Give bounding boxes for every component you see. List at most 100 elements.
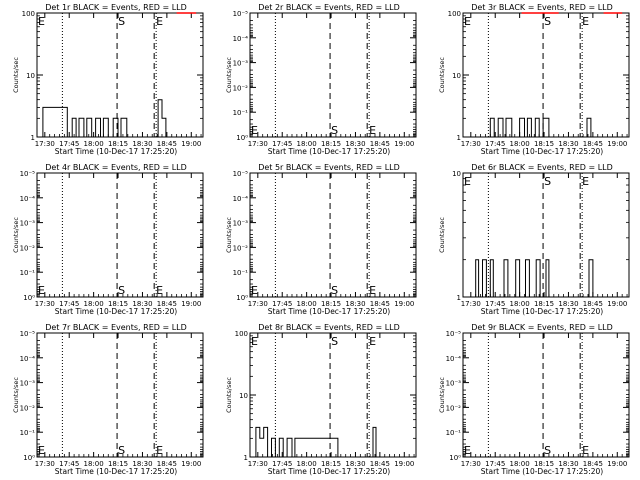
panel-title: Det 2r BLACK = Events, RED = LLD: [258, 3, 400, 12]
x-tick-label: 18:00: [84, 140, 104, 148]
x-tick-label: 18:30: [345, 460, 365, 468]
y-tick-label: 1: [31, 134, 35, 142]
detector-panel-3: Det 3r BLACK = Events, RED = LLD Counts/s…: [438, 3, 630, 156]
marker-label-e-left: E: [464, 175, 471, 188]
y-axis-label: Counts/sec: [438, 377, 446, 413]
y-axis-label: Counts/sec: [12, 377, 20, 413]
x-tick-label: 17:30: [248, 140, 268, 148]
x-tick-label: 17:45: [272, 140, 292, 148]
x-tick-label: 18:00: [510, 300, 530, 308]
detector-panel-9: Det 9r BLACK = Events, RED = LLD Counts/s…: [438, 323, 630, 476]
marker-label-e-right: E: [156, 444, 163, 457]
y-tick-label: 10⁻¹: [233, 269, 249, 277]
marker-label-e-right: E: [369, 284, 376, 297]
x-tick-label: 17:45: [485, 460, 505, 468]
x-tick-label: 18:15: [534, 460, 554, 468]
marker-label-s: S: [544, 15, 551, 28]
x-tick-label: 17:30: [248, 300, 268, 308]
y-tick-label: 10⁻⁴: [20, 195, 36, 203]
panel-title: Det 6r BLACK = Events, RED = LLD: [471, 163, 613, 172]
panel-title: Det 3r BLACK = Events, RED = LLD: [471, 3, 613, 12]
y-axis-label: Counts/sec: [225, 217, 233, 253]
y-tick-label: 10⁻³: [233, 220, 249, 228]
x-tick-label: 19:00: [607, 300, 627, 308]
x-tick-label: 18:45: [157, 300, 177, 308]
plot-frame: [36, 332, 204, 458]
x-axis-label: Start Time (10-Dec-17 17:25:20): [268, 467, 390, 476]
y-tick-label: 1: [457, 294, 461, 302]
x-tick-label: 17:30: [461, 300, 481, 308]
x-tick-label: 17:45: [59, 460, 79, 468]
detector-panel-1: Det 1r BLACK = Events, RED = LLD Counts/s…: [12, 3, 204, 156]
marker-label-e-right: E: [582, 15, 589, 28]
marker-label-e-right: E: [369, 124, 376, 137]
detector-panel-8: Det 8r BLACK = Events, RED = LLD Counts/s…: [225, 323, 417, 476]
x-tick-label: 17:45: [272, 300, 292, 308]
x-tick-label: 17:30: [461, 140, 481, 148]
x-axis-label: Start Time (10-Dec-17 17:25:20): [268, 307, 390, 316]
x-tick-label: 19:00: [181, 140, 201, 148]
x-axis-label: Start Time (10-Dec-17 17:25:20): [55, 467, 177, 476]
x-tick-label: 17:45: [485, 300, 505, 308]
x-axis-label: Start Time (10-Dec-17 17:25:20): [55, 307, 177, 316]
x-axis-label: Start Time (10-Dec-17 17:25:20): [481, 307, 603, 316]
x-tick-label: 19:00: [607, 140, 627, 148]
x-tick-label: 18:30: [558, 300, 578, 308]
marker-label-e-right: E: [582, 175, 589, 188]
marker-label-e-left: E: [38, 444, 45, 457]
x-tick-label: 18:45: [370, 140, 390, 148]
y-tick-label: 10⁻⁵: [20, 170, 36, 178]
marker-label-s: S: [118, 444, 125, 457]
x-tick-label: 19:00: [181, 460, 201, 468]
plot-frame: [36, 172, 204, 298]
y-tick-label: 10⁰: [236, 294, 248, 302]
marker-label-e-left: E: [464, 15, 471, 28]
x-tick-label: 18:30: [558, 460, 578, 468]
x-tick-label: 18:00: [84, 460, 104, 468]
panel-title: Det 9r BLACK = Events, RED = LLD: [471, 323, 613, 332]
x-tick-label: 17:45: [59, 300, 79, 308]
x-axis-label: Start Time (10-Dec-17 17:25:20): [481, 147, 603, 156]
y-axis-label: Counts/sec: [12, 217, 20, 253]
y-tick-label: 10⁰: [23, 294, 35, 302]
x-tick-label: 18:00: [510, 460, 530, 468]
y-axis-label: Counts/sec: [438, 217, 446, 253]
marker-label-e-right: E: [156, 284, 163, 297]
y-tick-label: 100: [235, 330, 248, 338]
y-tick-label: 10⁰: [23, 454, 35, 462]
y-tick-label: 10⁻⁵: [233, 10, 249, 18]
y-tick-label: 10⁰: [236, 134, 248, 142]
y-tick-label: 10: [26, 72, 35, 80]
x-tick-label: 18:15: [321, 460, 341, 468]
y-axis-label: Counts/sec: [12, 57, 20, 93]
y-tick-label: 100: [448, 10, 461, 18]
y-tick-label: 1: [244, 454, 248, 462]
x-tick-label: 17:30: [35, 460, 55, 468]
y-tick-label: 10⁻⁵: [233, 170, 249, 178]
events-series: [255, 426, 377, 458]
detector-panel-7: Det 7r BLACK = Events, RED = LLD Counts/s…: [12, 323, 204, 476]
y-tick-label: 10⁻⁵: [20, 330, 36, 338]
panel-title: Det 4r BLACK = Events, RED = LLD: [45, 163, 187, 172]
x-tick-label: 18:15: [534, 300, 554, 308]
y-tick-label: 10⁻²: [20, 244, 36, 252]
x-tick-label: 17:30: [35, 140, 55, 148]
x-tick-label: 18:15: [321, 300, 341, 308]
marker-label-e-left: E: [464, 444, 471, 457]
events-series: [475, 259, 594, 298]
x-tick-label: 18:30: [132, 300, 152, 308]
x-tick-label: 19:00: [394, 300, 414, 308]
y-tick-label: 10⁻¹: [233, 109, 249, 117]
marker-label-e-left: E: [251, 284, 258, 297]
y-axis-label: Counts/sec: [225, 57, 233, 93]
x-axis-label: Start Time (10-Dec-17 17:25:20): [481, 467, 603, 476]
y-tick-label: 10⁻¹: [20, 429, 36, 437]
marker-label-s: S: [331, 335, 338, 348]
y-tick-label: 10⁻³: [446, 380, 462, 388]
y-tick-label: 10⁻³: [233, 60, 249, 68]
x-tick-label: 18:15: [108, 300, 128, 308]
y-tick-label: 10⁰: [449, 454, 461, 462]
x-tick-label: 18:45: [157, 460, 177, 468]
x-tick-label: 19:00: [394, 460, 414, 468]
